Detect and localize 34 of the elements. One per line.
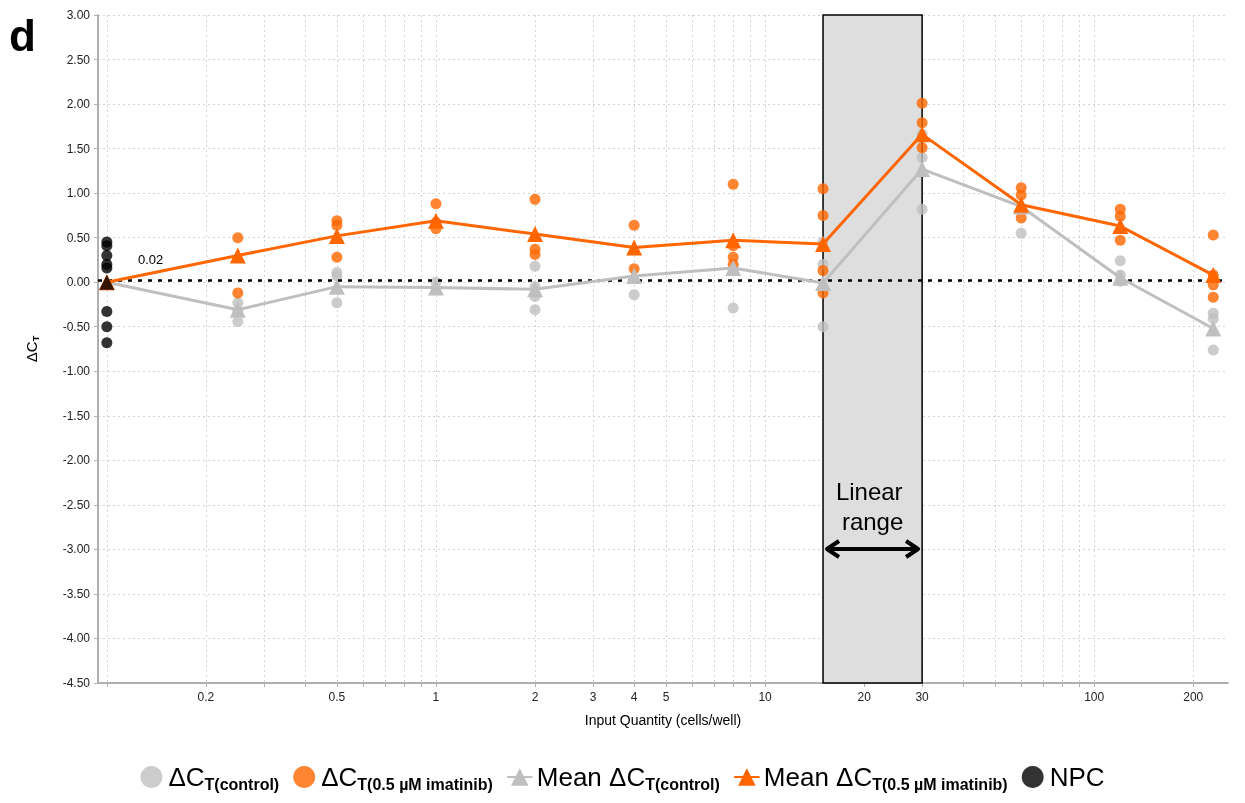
x-axis-title: Input Quantity (cells/well) (584, 712, 742, 728)
x-tick-label: 200 (1183, 690, 1204, 704)
band-label: Linear range (835, 477, 910, 535)
x-tick-label: 2 (531, 690, 539, 704)
y-tick-label: -4.00 (62, 631, 91, 646)
y-tick-label: -1.50 (62, 408, 91, 423)
y-tick-label: 2.00 (66, 97, 91, 112)
x-tick-label: 0.5 (328, 690, 346, 704)
y-axis-title: ΔCT (23, 335, 41, 363)
y-tick-label: 0.00 (66, 275, 91, 290)
x-tick-label: 5 (662, 690, 670, 704)
y-tick-label: -1.00 (62, 364, 91, 379)
x-tick-label: 30 (915, 690, 930, 704)
x-tick-label: 10 (758, 690, 773, 704)
y-tick-label: 3.00 (66, 8, 91, 22)
x-tick-label: 3 (589, 690, 597, 704)
x-tick-label: 4 (630, 690, 638, 704)
y-tick-label: 2.50 (66, 52, 91, 67)
x-tick-label: 0.2 (197, 690, 215, 704)
y-tick-label: -2.00 (62, 453, 91, 468)
legend-label: NPC (1049, 762, 1105, 792)
x-tick-label: 1 (432, 690, 440, 704)
y-tick-label: 0.50 (66, 230, 91, 245)
y-tick-label: -0.50 (62, 319, 91, 334)
y-tick-label: -3.00 (62, 542, 91, 557)
chart-title: d (9, 10, 36, 60)
y-tick-label: 1.00 (66, 186, 91, 201)
x-tick-label: 20 (857, 690, 872, 704)
y-tick-label: 1.50 (66, 141, 91, 156)
y-tick-label: -4.50 (62, 676, 91, 690)
y-tick-label: -2.50 (62, 497, 91, 512)
y-tick-label: -3.50 (62, 586, 91, 601)
x-tick-label: 100 (1084, 690, 1105, 704)
ref-line-label: 0.02 (138, 252, 164, 268)
